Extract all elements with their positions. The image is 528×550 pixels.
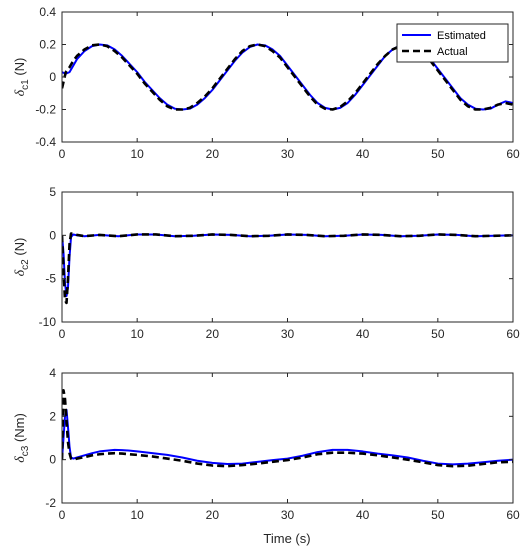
y-tick-label: 0.4 bbox=[39, 5, 56, 19]
x-tick-label: 0 bbox=[59, 508, 66, 522]
series-line-actual bbox=[62, 232, 513, 305]
y-tick-label: -5 bbox=[45, 272, 56, 286]
x-tick-label: 60 bbox=[506, 508, 520, 522]
x-tick-label: 30 bbox=[281, 508, 295, 522]
x-tick-label: 0 bbox=[59, 147, 66, 161]
y-tick-label: 0 bbox=[49, 228, 56, 242]
y-tick-label: 0 bbox=[49, 70, 56, 84]
x-tick-label: 30 bbox=[281, 147, 295, 161]
legend: Estimated Actual bbox=[396, 23, 509, 63]
x-tick-label: 30 bbox=[281, 327, 295, 341]
x-tick-label: 10 bbox=[130, 508, 144, 522]
x-tick-label: 20 bbox=[206, 147, 220, 161]
plot-area bbox=[62, 43, 513, 111]
x-tick-label: 0 bbox=[59, 327, 66, 341]
y-tick-label: 0.2 bbox=[39, 38, 56, 52]
y-axis-label: δc2 (N) bbox=[12, 238, 31, 277]
chart-panel-1: 0 10 20 30 40 50 60 -0.4 -0.2 0 0.2 0.4 δc1 (N) bbox=[12, 5, 520, 161]
plot-area bbox=[62, 232, 513, 305]
axes-box bbox=[61, 191, 514, 323]
x-tick-label: 10 bbox=[130, 147, 144, 161]
axes-box bbox=[61, 372, 514, 504]
y-tick-label: 2 bbox=[49, 409, 56, 423]
series-line-actual bbox=[62, 389, 513, 468]
y-axis-label: δc3 (Nm) bbox=[12, 413, 31, 463]
x-tick-label: 60 bbox=[506, 147, 520, 161]
y-tick-label: -2 bbox=[45, 496, 56, 510]
x-tick-label: 40 bbox=[356, 327, 370, 341]
y-tick-label: 5 bbox=[49, 185, 56, 199]
x-axis-label: Time (s) bbox=[263, 531, 310, 546]
series-line-actual bbox=[62, 43, 513, 111]
series-line-estimated bbox=[62, 408, 513, 466]
plot-area bbox=[62, 389, 513, 468]
y-tick-label: -0.4 bbox=[35, 135, 56, 149]
x-tick-label: 50 bbox=[431, 147, 445, 161]
x-tick-label: 40 bbox=[356, 508, 370, 522]
legend-box bbox=[396, 23, 509, 63]
x-tick-label: 60 bbox=[506, 327, 520, 341]
x-tick-label: 20 bbox=[206, 508, 220, 522]
y-tick-label: -10 bbox=[39, 315, 57, 329]
legend-label-estimated: Estimated bbox=[437, 30, 486, 42]
chart-panel-2: 0 10 20 30 40 50 60 -10 -5 0 5 δc2 (N) bbox=[12, 185, 520, 341]
y-tick-label: 0 bbox=[49, 453, 56, 467]
x-tick-label: 50 bbox=[431, 327, 445, 341]
x-tick-label: 10 bbox=[130, 327, 144, 341]
x-tick-label: 40 bbox=[356, 147, 370, 161]
y-tick-label: 4 bbox=[49, 366, 56, 380]
x-tick-label: 20 bbox=[206, 327, 220, 341]
series-line-estimated bbox=[62, 233, 513, 297]
y-tick-label: -0.2 bbox=[35, 103, 56, 117]
y-axis-label: δc1 (N) bbox=[12, 58, 31, 97]
x-tick-label: 50 bbox=[431, 508, 445, 522]
legend-label-actual: Actual bbox=[437, 46, 468, 58]
